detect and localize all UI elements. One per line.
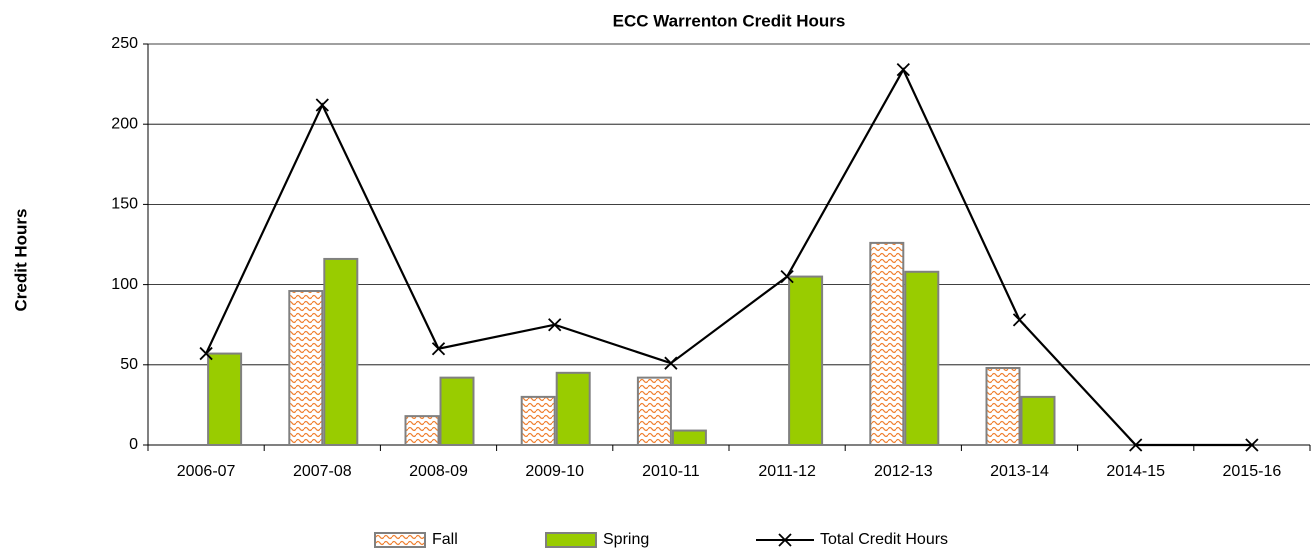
marker <box>780 269 794 284</box>
marker <box>896 63 910 77</box>
x-tick-label: 2009-10 <box>525 463 584 480</box>
bar <box>1020 395 1056 447</box>
legend-label: Fall <box>432 531 458 548</box>
legend-label: Spring <box>603 531 649 548</box>
bar <box>869 241 905 446</box>
bar <box>323 257 359 446</box>
x-tick-label: 2007-08 <box>293 463 352 480</box>
bar <box>904 270 940 446</box>
bar <box>671 429 707 446</box>
marker <box>1245 438 1259 452</box>
marker <box>548 318 562 332</box>
marker <box>315 98 329 112</box>
marker <box>199 346 213 361</box>
legend-marker <box>778 533 792 547</box>
bar <box>985 367 1021 446</box>
marker <box>1012 313 1027 327</box>
marker <box>431 342 446 356</box>
y-tick-label: 200 <box>111 115 138 132</box>
bar <box>439 376 475 446</box>
marker <box>1129 438 1143 452</box>
y-tick-label: 150 <box>111 196 138 213</box>
bar <box>520 395 556 447</box>
y-tick-label: 0 <box>129 436 138 453</box>
x-tick-label: 2012-13 <box>874 463 933 480</box>
x-tick-label: 2015-16 <box>1223 463 1282 480</box>
y-tick-label: 250 <box>111 35 138 52</box>
y-axis-title: Credit Hours <box>11 209 30 312</box>
line <box>205 67 1252 447</box>
y-tick-label: 100 <box>111 276 138 293</box>
x-tick-label: 2006-07 <box>177 463 236 480</box>
chart-title: ECC Warrenton Credit Hours <box>613 11 846 30</box>
bar <box>288 290 324 446</box>
bar <box>207 352 243 446</box>
bar <box>555 371 591 447</box>
bar <box>788 275 824 446</box>
bar <box>636 376 672 446</box>
x-tick-label: 2011-12 <box>758 463 816 480</box>
x-tick-label: 2008-09 <box>409 463 468 480</box>
marker <box>664 356 678 370</box>
x-tick-label: 2014-15 <box>1106 463 1165 480</box>
x-tick-label: 2010-11 <box>642 463 700 480</box>
x-tick-label: 2013-14 <box>990 463 1049 480</box>
legend-swatch <box>545 532 597 548</box>
legend-swatch <box>374 532 426 548</box>
legend-label: Total Credit Hours <box>820 531 948 548</box>
y-tick-label: 50 <box>120 356 138 373</box>
bar <box>404 415 440 446</box>
